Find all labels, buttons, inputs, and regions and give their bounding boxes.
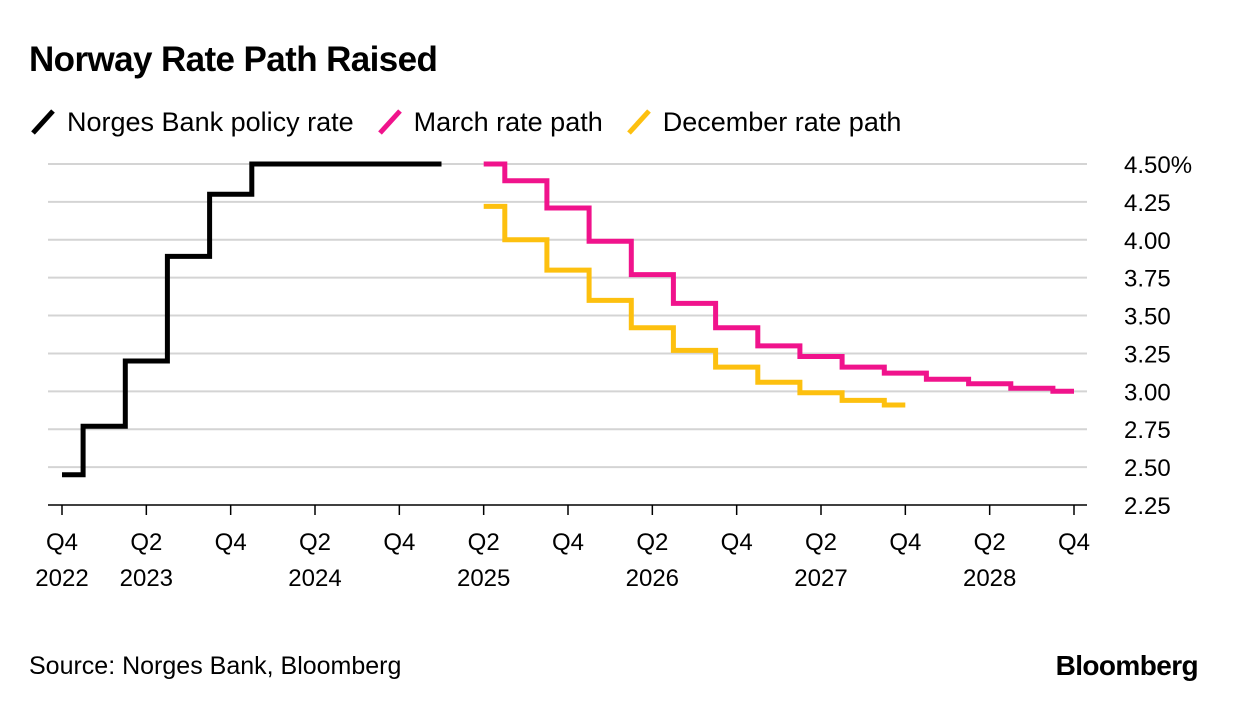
- chart-legend: Norges Bank policy rate March rate path …: [29, 104, 923, 140]
- x-tick-label: Q2: [974, 529, 1006, 556]
- y-tick-label: 4.00: [1124, 228, 1171, 255]
- y-tick-label: 3.25: [1124, 341, 1171, 368]
- x-tick-year-label: 2025: [457, 565, 510, 592]
- legend-label-december-path: December rate path: [662, 106, 902, 137]
- x-tick-year-label: 2023: [120, 565, 173, 592]
- series-lines: [62, 161, 1074, 478]
- y-axis-labels: 4.50% 4.25 4.00 3.75 3.50 3.25 3.00 2.75 2.50 2.2…: [1124, 152, 1192, 520]
- y-tick-label: 4.25: [1124, 190, 1171, 217]
- chart-title: Norway Rate Path Raised: [29, 40, 438, 79]
- legend-swatch-policy-rate: [29, 107, 57, 137]
- series-line-december-path: [483, 203, 906, 408]
- y-tick-label: 2.50: [1124, 455, 1171, 482]
- x-tick-label: Q4: [721, 529, 753, 556]
- legend-label-march-path: March rate path: [413, 106, 603, 137]
- x-tick-year-label: 2027: [794, 565, 847, 592]
- legend-label-policy-rate: Norges Bank policy rate: [67, 106, 354, 137]
- x-tick-label: Q2: [130, 529, 162, 556]
- y-tick-label: 2.75: [1124, 417, 1171, 444]
- y-tick-label: 3.00: [1124, 379, 1171, 406]
- x-tick-year-label: 2024: [288, 565, 341, 592]
- grid-lines: [48, 163, 1087, 506]
- rate-chart: 4.50% 4.25 4.00 3.75 3.50 3.25 3.00 2.75 2.50 2.2…: [35, 152, 1192, 592]
- x-tick-label: Q2: [805, 529, 837, 556]
- x-tick-year-label: 2028: [963, 565, 1016, 592]
- x-tick-year-label: 2022: [35, 565, 88, 592]
- legend-item-policy-rate: Norges Bank policy rate: [29, 107, 354, 138]
- bloomberg-logo: Bloomberg: [1055, 650, 1199, 681]
- legend-swatch-december-path: [625, 107, 653, 137]
- x-tick-label: Q4: [552, 529, 584, 556]
- x-tick-label: Q2: [636, 529, 668, 556]
- x-tick-label: Q4: [1058, 529, 1090, 556]
- x-tick-label: Q2: [299, 529, 331, 556]
- y-tick-label: 4.50%: [1124, 152, 1192, 179]
- x-tick-year-label: 2026: [626, 565, 679, 592]
- source-note: Source: Norges Bank, Bloomberg: [29, 652, 402, 680]
- x-tick-label: Q4: [383, 529, 415, 556]
- legend-item-december-path: December rate path: [625, 106, 902, 138]
- series-line-policy-rate: [62, 161, 442, 478]
- legend-swatch-march-path: [376, 107, 404, 137]
- x-axis: Q4 2022 Q2 2023 Q4 Q2 2024 Q4 Q2 2025 Q4 Q2 2026 Q4 Q2…: [35, 505, 1090, 592]
- x-tick-label: Q2: [468, 529, 500, 556]
- legend-item-march-path: March rate path: [376, 107, 603, 138]
- x-tick-label: Q4: [215, 529, 247, 556]
- y-tick-label: 2.25: [1124, 493, 1171, 520]
- x-tick-label: Q4: [889, 529, 921, 556]
- y-tick-label: 3.50: [1124, 304, 1171, 331]
- y-tick-label: 3.75: [1124, 266, 1171, 293]
- series-line-march-path: [483, 161, 1074, 394]
- x-tick-label: Q4: [46, 529, 78, 556]
